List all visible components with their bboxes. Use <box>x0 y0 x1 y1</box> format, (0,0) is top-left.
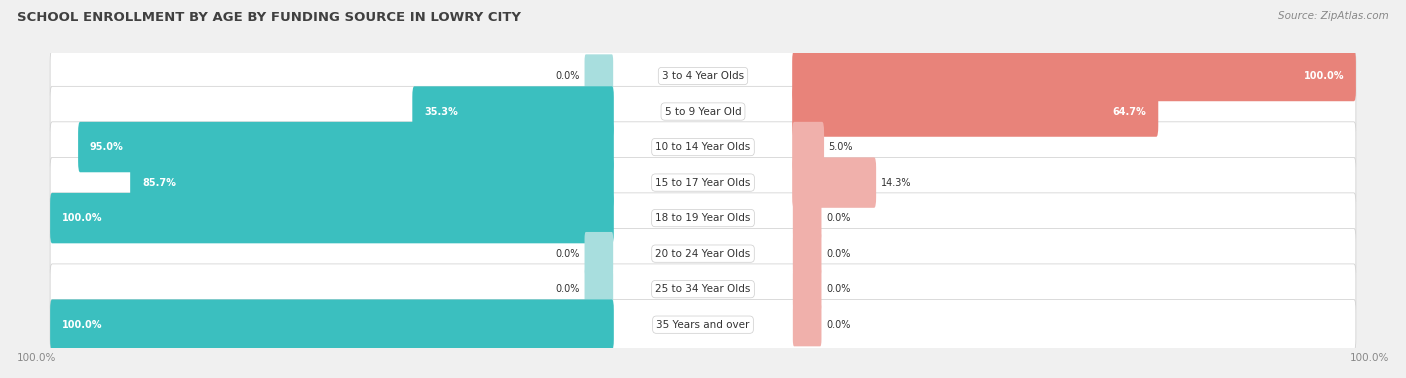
Text: 100.0%: 100.0% <box>1350 353 1389 363</box>
FancyBboxPatch shape <box>51 264 1355 314</box>
FancyBboxPatch shape <box>792 157 876 208</box>
Text: 0.0%: 0.0% <box>827 213 851 223</box>
Text: 0.0%: 0.0% <box>555 71 579 81</box>
FancyBboxPatch shape <box>51 193 1355 243</box>
Text: 14.3%: 14.3% <box>880 178 911 187</box>
FancyBboxPatch shape <box>792 86 1159 137</box>
Text: SCHOOL ENROLLMENT BY AGE BY FUNDING SOURCE IN LOWRY CITY: SCHOOL ENROLLMENT BY AGE BY FUNDING SOUR… <box>17 11 520 24</box>
Text: 0.0%: 0.0% <box>555 284 579 294</box>
FancyBboxPatch shape <box>51 86 1355 137</box>
Text: 0.0%: 0.0% <box>827 284 851 294</box>
Text: 20 to 24 Year Olds: 20 to 24 Year Olds <box>655 249 751 259</box>
Text: 18 to 19 Year Olds: 18 to 19 Year Olds <box>655 213 751 223</box>
FancyBboxPatch shape <box>792 51 1355 101</box>
Text: Source: ZipAtlas.com: Source: ZipAtlas.com <box>1278 11 1389 21</box>
FancyBboxPatch shape <box>51 51 1355 101</box>
FancyBboxPatch shape <box>131 157 614 208</box>
FancyBboxPatch shape <box>51 299 1355 350</box>
Text: 25 to 34 Year Olds: 25 to 34 Year Olds <box>655 284 751 294</box>
FancyBboxPatch shape <box>51 228 1355 279</box>
Text: 0.0%: 0.0% <box>555 249 579 259</box>
FancyBboxPatch shape <box>793 268 821 311</box>
Text: 35.3%: 35.3% <box>425 107 458 116</box>
FancyBboxPatch shape <box>51 193 614 243</box>
Text: 100.0%: 100.0% <box>1303 71 1344 81</box>
Text: 64.7%: 64.7% <box>1112 107 1146 116</box>
Text: 95.0%: 95.0% <box>90 142 124 152</box>
Text: 100.0%: 100.0% <box>62 320 103 330</box>
FancyBboxPatch shape <box>79 122 614 172</box>
FancyBboxPatch shape <box>793 232 821 275</box>
Text: 5 to 9 Year Old: 5 to 9 Year Old <box>665 107 741 116</box>
FancyBboxPatch shape <box>585 54 613 98</box>
FancyBboxPatch shape <box>51 157 1355 208</box>
Text: 10 to 14 Year Olds: 10 to 14 Year Olds <box>655 142 751 152</box>
Text: 35 Years and over: 35 Years and over <box>657 320 749 330</box>
FancyBboxPatch shape <box>412 86 614 137</box>
Text: 15 to 17 Year Olds: 15 to 17 Year Olds <box>655 178 751 187</box>
Text: 3 to 4 Year Olds: 3 to 4 Year Olds <box>662 71 744 81</box>
Text: 100.0%: 100.0% <box>62 213 103 223</box>
FancyBboxPatch shape <box>793 197 821 240</box>
FancyBboxPatch shape <box>585 268 613 311</box>
Text: 100.0%: 100.0% <box>17 353 56 363</box>
FancyBboxPatch shape <box>51 122 1355 172</box>
Text: 0.0%: 0.0% <box>827 249 851 259</box>
Text: 85.7%: 85.7% <box>142 178 176 187</box>
Text: 0.0%: 0.0% <box>827 320 851 330</box>
FancyBboxPatch shape <box>51 299 614 350</box>
FancyBboxPatch shape <box>793 303 821 346</box>
FancyBboxPatch shape <box>585 232 613 275</box>
FancyBboxPatch shape <box>792 122 824 172</box>
Text: 5.0%: 5.0% <box>828 142 853 152</box>
